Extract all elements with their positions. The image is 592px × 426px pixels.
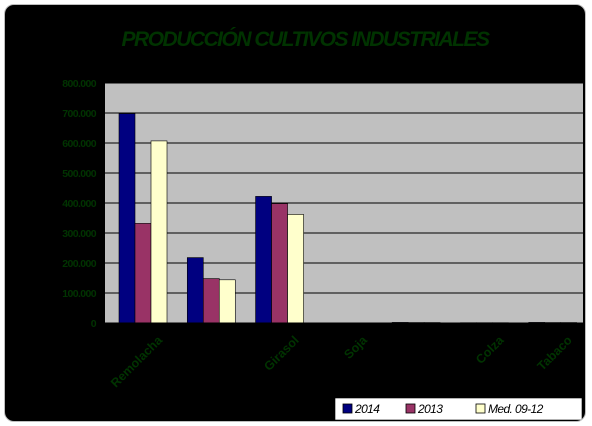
- x-category-label: Tabaco: [535, 333, 575, 373]
- legend-swatch: [342, 403, 353, 414]
- y-tick-label: 500.000: [62, 168, 97, 180]
- y-tick-label: 300.000: [62, 228, 97, 240]
- legend-box: [334, 397, 583, 421]
- x-category-label: Girasol: [261, 333, 301, 373]
- legend-swatch: [475, 403, 486, 414]
- chart-title: PRODUCCIÓN CULTIVOS INDUSTRIALES: [122, 27, 490, 51]
- bar: [186, 257, 204, 324]
- bar: [287, 214, 304, 324]
- legend-label: 2013: [417, 402, 443, 416]
- bar: [218, 279, 236, 324]
- legend-swatch: [405, 403, 416, 414]
- x-axis-category-labels: Remolacha Girasol Soja Colza Tabaco: [108, 332, 575, 390]
- legend-label: Med. 09-12: [488, 402, 544, 416]
- bar: [118, 113, 136, 324]
- y-tick-label: 800.000: [62, 78, 97, 90]
- x-category-label: Colza: [473, 332, 507, 366]
- bar: [150, 140, 168, 324]
- y-tick-label: 200.000: [62, 258, 97, 270]
- bar: [202, 278, 220, 324]
- x-category-label: Remolacha: [108, 332, 166, 390]
- chart-frame: PRODUCCIÓN CULTIVOS INDUSTRIALES 0 100.00…: [4, 4, 586, 422]
- bar: [134, 223, 152, 324]
- bar: [271, 203, 288, 324]
- y-tick-label: 0: [91, 318, 97, 330]
- x-category-label: Soja: [341, 332, 370, 361]
- legend: 2014 2013 Med. 09-12: [334, 397, 583, 421]
- bar: [255, 196, 272, 324]
- y-tick-label: 400.000: [62, 198, 97, 210]
- legend-label: 2014: [354, 402, 380, 416]
- y-tick-label: 600.000: [62, 138, 97, 150]
- y-axis-tick-labels: 0 100.000 200.000 300.000 400.000 500.000 600.…: [62, 78, 97, 330]
- y-tick-label: 100.000: [62, 288, 97, 300]
- bar-chart: PRODUCCIÓN CULTIVOS INDUSTRIALES 0 100.00…: [62, 27, 583, 421]
- y-tick-label: 700.000: [62, 108, 97, 120]
